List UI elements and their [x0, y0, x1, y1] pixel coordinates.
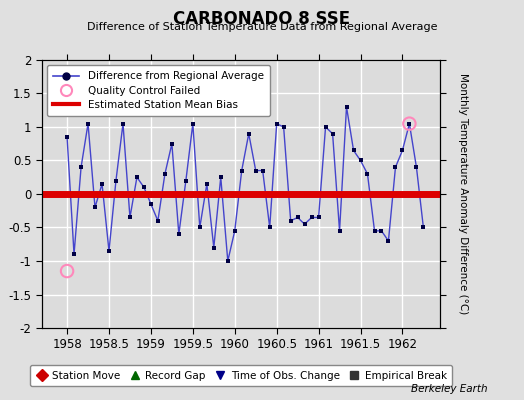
Point	[161, 171, 169, 177]
Point	[258, 167, 267, 174]
Point	[335, 228, 344, 234]
Point	[91, 204, 99, 210]
Point	[210, 244, 218, 251]
Point	[287, 218, 295, 224]
Point	[112, 177, 120, 184]
Point	[119, 120, 127, 127]
Point	[293, 214, 302, 221]
Point	[300, 221, 309, 227]
Point	[314, 214, 323, 221]
Point	[133, 174, 141, 180]
Point	[370, 228, 379, 234]
Point	[231, 228, 239, 234]
Point	[182, 177, 190, 184]
Point	[272, 120, 281, 127]
Point	[195, 224, 204, 231]
Point	[203, 181, 211, 187]
Point	[174, 231, 183, 237]
Point	[140, 184, 148, 190]
Text: Berkeley Earth: Berkeley Earth	[411, 384, 487, 394]
Point	[279, 124, 288, 130]
Point	[189, 120, 197, 127]
Point	[77, 164, 85, 170]
Text: Difference of Station Temperature Data from Regional Average: Difference of Station Temperature Data f…	[87, 22, 437, 32]
Point	[245, 130, 253, 137]
Point	[105, 248, 113, 254]
Point	[384, 238, 392, 244]
Point	[224, 258, 232, 264]
Point	[126, 214, 134, 221]
Point	[168, 140, 176, 147]
Y-axis label: Monthly Temperature Anomaly Difference (°C): Monthly Temperature Anomaly Difference (…	[457, 73, 467, 315]
Point	[391, 164, 400, 170]
Point	[266, 224, 274, 231]
Point	[237, 167, 246, 174]
Point	[412, 164, 421, 170]
Point	[63, 134, 71, 140]
Point	[356, 157, 365, 164]
Point	[419, 224, 428, 231]
Point	[321, 124, 330, 130]
Point	[405, 120, 413, 127]
Point	[350, 147, 358, 154]
Point	[398, 147, 407, 154]
Point	[308, 214, 316, 221]
Point	[363, 171, 372, 177]
Point	[342, 104, 351, 110]
Point	[147, 201, 155, 207]
Point	[329, 130, 337, 137]
Point	[70, 251, 78, 258]
Point	[98, 181, 106, 187]
Point	[63, 268, 71, 274]
Point	[84, 120, 92, 127]
Legend: Station Move, Record Gap, Time of Obs. Change, Empirical Break: Station Move, Record Gap, Time of Obs. C…	[30, 365, 452, 386]
Point	[252, 167, 260, 174]
Point	[216, 174, 225, 180]
Point	[154, 218, 162, 224]
Point	[405, 120, 413, 127]
Point	[377, 228, 386, 234]
Text: CARBONADO 8 SSE: CARBONADO 8 SSE	[173, 10, 351, 28]
